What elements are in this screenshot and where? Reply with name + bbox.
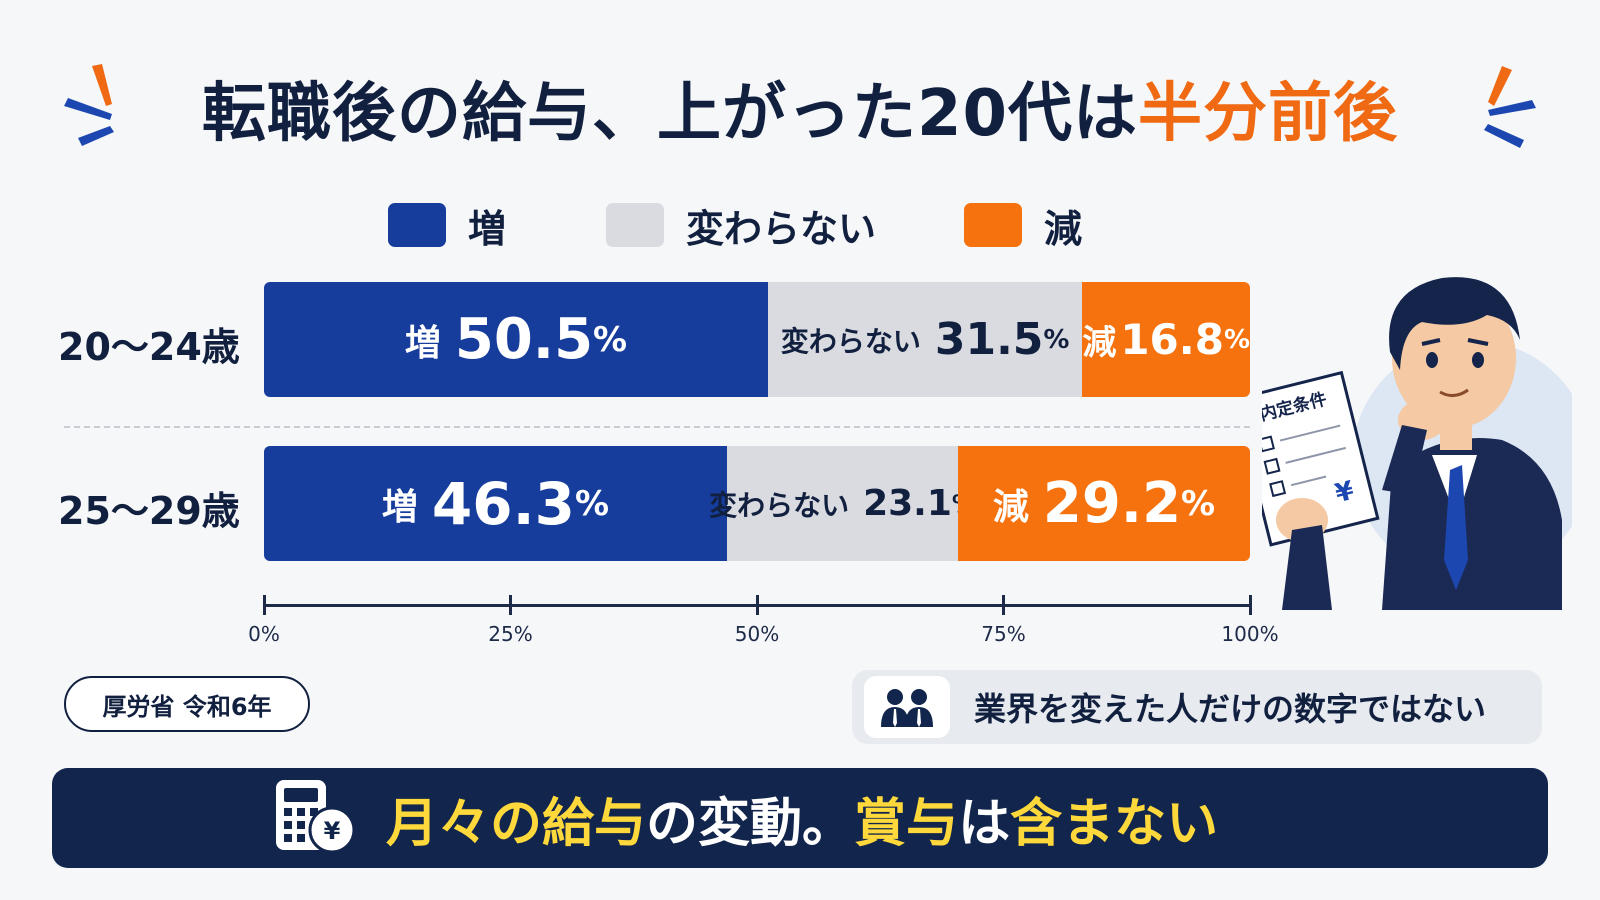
x-axis-tick-label: 25% (488, 622, 533, 646)
banner-text-part: 給与 (542, 793, 647, 854)
title-main: 転職後の給与、上がった20代は (201, 77, 1139, 151)
bar-segment-increase: 増 50.5% (264, 282, 768, 397)
businessman-illustration: 内定条件 ¥ (1262, 277, 1572, 610)
segment-value-label: 16.8 (1120, 315, 1224, 364)
legend-label-decrease: 減 (1044, 206, 1083, 251)
legend-swatch-increase (388, 203, 446, 247)
chart-legend: 増 変わらない 減 (0, 200, 1600, 251)
segment-value-label: 31.5 (934, 314, 1044, 365)
category-label-row-20-24: 20〜24歳 (58, 325, 240, 369)
segment-value-label: 29.2 (1042, 471, 1182, 536)
x-axis-tick (509, 595, 512, 615)
x-axis-tick (1002, 595, 1005, 615)
row-divider (64, 426, 1250, 428)
legend-item-same: 変わらない (606, 200, 877, 251)
burst-decoration-left-icon (64, 64, 114, 146)
segment-value-label: 50.5 (454, 307, 594, 372)
banner-yen-symbol: ¥ (324, 817, 341, 845)
banner-text: 月々の給与の変動。賞与は含まない (386, 781, 1218, 856)
burst-decoration-right-icon (1484, 66, 1536, 148)
x-axis-tick-label: 0% (248, 622, 280, 646)
segment-percent-sign: % (1181, 483, 1216, 524)
bar-segment-decrease: 減 16.8% (1082, 282, 1250, 397)
page-title: 転職後の給与、上がった20代は半分前後 (0, 62, 1600, 154)
legend-swatch-decrease (964, 203, 1022, 247)
x-axis-tick-label: 75% (981, 622, 1026, 646)
segment-percent-sign: % (1043, 324, 1070, 355)
segment-series-label: 増 (404, 322, 441, 364)
segment-percent-sign: % (1223, 324, 1250, 355)
title-highlight: 半分前後 (1138, 77, 1399, 151)
segment-series-label: 減 (1082, 323, 1117, 363)
banner-text-part: 月々の (386, 793, 543, 854)
segment-series-label: 変わらない (709, 488, 850, 522)
legend-swatch-same (606, 203, 664, 247)
segment-series-label: 増 (381, 486, 418, 528)
banner-text-part: 賞与 (854, 793, 959, 854)
legend-label-same: 変わらない (686, 206, 877, 251)
segment-percent-sign: % (575, 483, 610, 524)
calculator-yen-icon: ¥ (276, 780, 356, 854)
segment-series-label: 変わらない (780, 324, 921, 358)
x-axis-tick-label: 50% (734, 622, 780, 646)
legend-item-increase: 増 (388, 200, 507, 251)
x-axis-tick (1248, 595, 1252, 615)
banner-text-part: の変動。 (646, 793, 855, 854)
category-label-row-25-29: 25〜29歳 (58, 489, 240, 533)
segment-value-label: 23.1 (863, 483, 952, 524)
x-axis-tick (755, 595, 759, 615)
segment-series-label: 減 (992, 486, 1029, 528)
note-text: 業界を変えた人だけの数字ではない (974, 690, 1487, 728)
bar-segment-same: 変わらない 31.5% (767, 282, 1083, 397)
source-badge: 厚労省 令和6年 (64, 676, 310, 732)
bar-segment-increase: 増 46.3% (264, 446, 727, 561)
legend-label-increase: 増 (468, 206, 507, 251)
legend-item-decrease: 減 (964, 200, 1083, 251)
banner-text-part: 含まない (1010, 793, 1219, 854)
x-axis-tick (262, 595, 266, 615)
people-icon (864, 676, 950, 738)
segment-value-label: 46.3 (431, 469, 576, 538)
bar-row-20-24: 増 50.5% 変わらない 31.5% 減 16.8% (264, 282, 1250, 397)
segment-percent-sign: % (593, 319, 628, 360)
x-axis-tick-label: 100% (1221, 622, 1279, 646)
note-callout: 業界を変えた人だけの数字ではない (852, 670, 1542, 744)
bottom-banner: ¥ 月々の給与の変動。賞与は含まない (52, 768, 1548, 868)
bar-segment-decrease: 減 29.2% (958, 446, 1250, 561)
banner-text-part: は (958, 793, 1011, 854)
